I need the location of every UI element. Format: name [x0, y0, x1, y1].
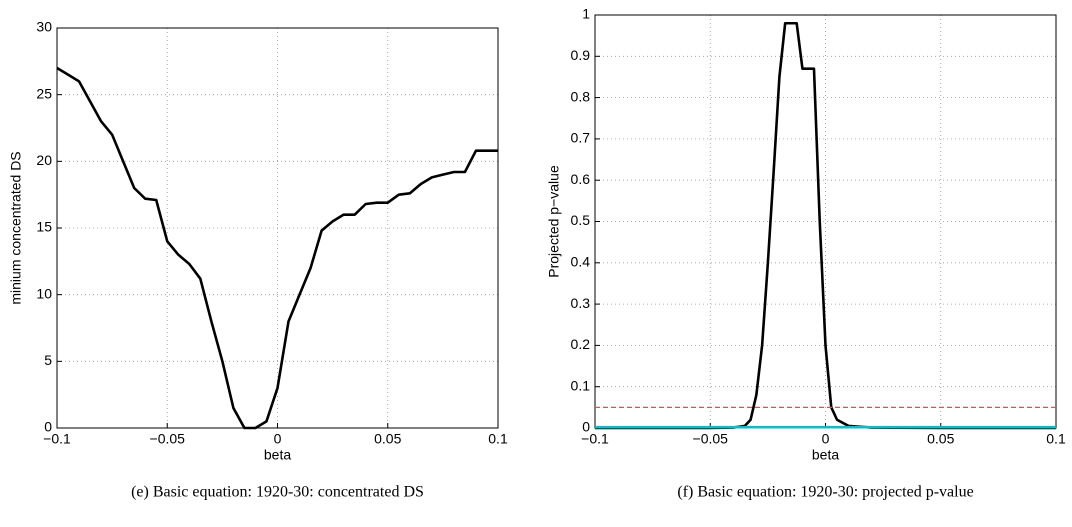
y-tick-label: 0.7 [571, 130, 591, 146]
y-axis-label: minium concentrated DS [8, 151, 24, 304]
x-tick-label: 0.1 [488, 431, 508, 447]
caption: (f) Basic equation: 1920-30: projected p… [677, 484, 973, 501]
y-tick-label: 0.4 [571, 254, 591, 270]
y-tick-label: 0 [44, 419, 52, 435]
y-tick-label: 5 [44, 352, 52, 368]
x-tick-label: −0.05 [150, 431, 186, 447]
x-axis-label: beta [264, 447, 291, 463]
y-tick-label: 0.6 [571, 171, 591, 187]
y-tick-label: 0.2 [571, 336, 591, 352]
y-tick-label: 0.5 [571, 212, 591, 228]
x-tick-label: −0.05 [693, 431, 729, 447]
y-tick-label: 0.9 [571, 47, 591, 63]
y-tick-label: 15 [36, 219, 52, 235]
y-tick-label: 0.1 [571, 377, 591, 393]
plot-frame [594, 14, 1057, 429]
x-tick-label: 0 [822, 431, 830, 447]
y-tick-label: 0 [582, 419, 590, 435]
line-series [56, 66, 498, 430]
plot-frame [56, 27, 499, 429]
y-tick-label: 1 [582, 6, 590, 22]
y-tick-label: 0.3 [571, 295, 591, 311]
x-tick-label: 0.05 [374, 431, 401, 447]
x-tick-label: −0.1 [43, 431, 71, 447]
x-tick-label: 0.1 [1046, 431, 1066, 447]
y-tick-label: 25 [36, 85, 52, 101]
x-tick-label: 0.05 [927, 431, 954, 447]
x-tick-label: 0 [274, 431, 282, 447]
y-tick-label: 10 [36, 285, 52, 301]
chart: −0.1 −0.05 0 0.05 0.1 0 5 10 15 20 25 30 beta minium … [8, 19, 508, 501]
chart: −0.1 −0.05 0 0.05 0.1 0 0.1 0.2 0.3 0.4 0.5 0.6 0.7 0… [546, 6, 1066, 501]
line-series [595, 21, 1056, 430]
x-tick-label: −0.1 [581, 431, 609, 447]
y-tick-label: 20 [36, 152, 52, 168]
x-axis-label: beta [812, 447, 839, 463]
y-axis-label: Projected p−value [546, 165, 562, 278]
y-tick-label: 0.8 [571, 88, 591, 104]
caption: (e) Basic equation: 1920-30: concentrate… [131, 484, 424, 501]
y-tick-label: 30 [36, 19, 52, 35]
